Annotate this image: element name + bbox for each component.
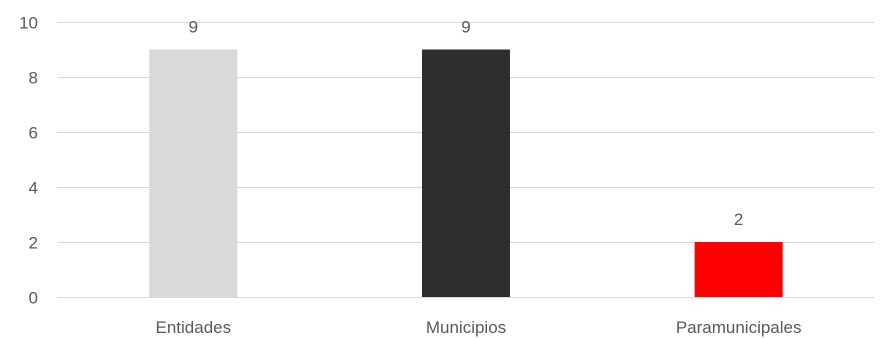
data-label: 9 xyxy=(461,18,470,37)
y-tick-label: 0 xyxy=(29,289,38,308)
bar-paramunicipales xyxy=(694,242,783,297)
bar-municipios xyxy=(422,49,510,297)
category-label: Entidades xyxy=(156,318,232,337)
data-label: 9 xyxy=(189,18,198,37)
category-label: Municipios xyxy=(426,318,506,337)
data-label: 2 xyxy=(734,210,743,229)
bars xyxy=(149,49,783,297)
y-tick-label: 6 xyxy=(29,124,38,143)
y-axis-tick-labels: 0 2 4 6 8 10 xyxy=(19,14,38,308)
bar-entidades xyxy=(149,49,238,297)
y-tick-label: 4 xyxy=(29,179,38,198)
data-labels: 9 9 2 xyxy=(189,18,744,230)
category-label: Paramunicipales xyxy=(676,318,802,337)
x-axis-category-labels: Entidades Municipios Paramunicipales xyxy=(156,318,802,337)
y-tick-label: 2 xyxy=(29,234,38,253)
y-tick-label: 10 xyxy=(19,14,38,33)
y-tick-label: 8 xyxy=(29,69,38,88)
